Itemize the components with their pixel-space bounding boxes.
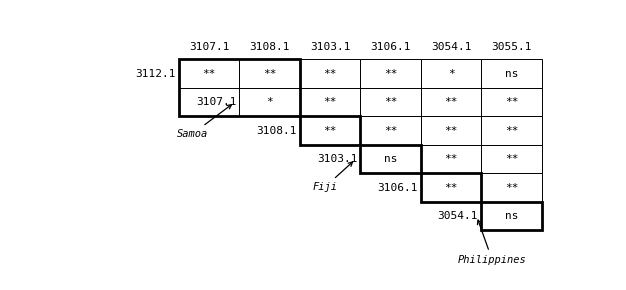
Text: 3106.1: 3106.1: [377, 183, 418, 193]
Text: **: **: [324, 69, 337, 79]
Bar: [421, 116, 481, 145]
Text: 3054.1: 3054.1: [438, 211, 478, 221]
Text: Philippines: Philippines: [458, 220, 526, 265]
Text: 3108.1: 3108.1: [256, 126, 297, 136]
Text: **: **: [505, 126, 518, 136]
Text: **: **: [324, 97, 337, 107]
Text: **: **: [444, 183, 458, 193]
Bar: [481, 116, 541, 145]
Text: ns: ns: [384, 154, 398, 164]
Bar: [361, 145, 421, 173]
Bar: [421, 59, 481, 88]
Text: 3103.1: 3103.1: [317, 154, 357, 164]
Bar: [240, 59, 300, 88]
Bar: [361, 59, 421, 88]
Bar: [481, 173, 541, 202]
Text: 3103.1: 3103.1: [310, 42, 351, 52]
Text: **: **: [505, 154, 518, 164]
Bar: [300, 88, 361, 116]
Bar: [421, 173, 481, 202]
Bar: [421, 88, 481, 116]
Text: **: **: [505, 183, 518, 193]
Bar: [361, 145, 421, 173]
Text: **: **: [444, 126, 458, 136]
Bar: [481, 88, 541, 116]
Text: **: **: [444, 97, 458, 107]
Text: Samoa: Samoa: [177, 105, 232, 139]
Bar: [361, 116, 421, 145]
Text: 3106.1: 3106.1: [371, 42, 411, 52]
Text: *: *: [266, 97, 273, 107]
Text: *: *: [448, 69, 454, 79]
Bar: [361, 88, 421, 116]
Bar: [179, 59, 240, 88]
Text: **: **: [384, 97, 398, 107]
Bar: [179, 59, 300, 116]
Bar: [481, 202, 541, 230]
Text: 3107.1: 3107.1: [196, 97, 237, 107]
Bar: [300, 116, 361, 145]
Text: ns: ns: [505, 69, 518, 79]
Text: **: **: [505, 97, 518, 107]
Bar: [240, 88, 300, 116]
Text: 3108.1: 3108.1: [249, 42, 290, 52]
Text: **: **: [444, 154, 458, 164]
Text: Fiji: Fiji: [312, 162, 352, 192]
Bar: [421, 173, 481, 202]
Bar: [300, 59, 361, 88]
Text: **: **: [263, 69, 277, 79]
Text: **: **: [384, 69, 398, 79]
Text: 3112.1: 3112.1: [135, 69, 176, 79]
Bar: [481, 145, 541, 173]
Text: **: **: [324, 126, 337, 136]
Bar: [300, 116, 361, 145]
Bar: [481, 59, 541, 88]
Bar: [481, 202, 541, 230]
Text: **: **: [202, 69, 216, 79]
Text: **: **: [384, 126, 398, 136]
Text: 3107.1: 3107.1: [189, 42, 230, 52]
Text: 3054.1: 3054.1: [431, 42, 471, 52]
Bar: [421, 145, 481, 173]
Text: 3055.1: 3055.1: [491, 42, 531, 52]
Text: ns: ns: [505, 211, 518, 221]
